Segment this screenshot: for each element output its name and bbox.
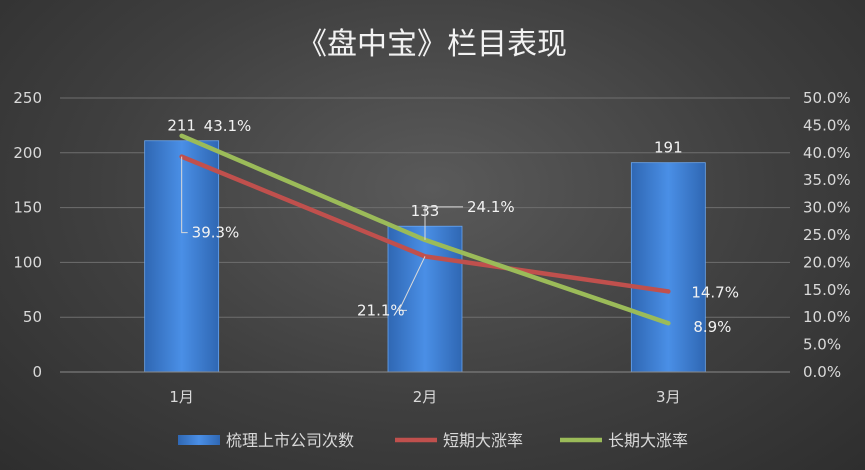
bar	[630, 162, 706, 373]
right-tick-label: 35.0%	[803, 171, 851, 189]
right-tick-label: 45.0%	[803, 116, 851, 134]
x-tick-label: 3月	[656, 388, 681, 406]
right-tick-label: 5.0%	[803, 336, 841, 354]
right-tick-label: 30.0%	[803, 199, 851, 217]
left-tick-label: 50	[23, 308, 42, 326]
right-y-axis: 0.0% 5.0% 10.0% 15.0% 20.0% 25.0% 30.0% 35.0% 40…	[803, 89, 851, 381]
line-data-label: 14.7%	[691, 283, 739, 301]
legend-label: 长期大涨率	[608, 431, 688, 450]
left-tick-label: 150	[13, 199, 42, 217]
legend-label: 短期大涨率	[443, 431, 523, 450]
right-tick-label: 25.0%	[803, 226, 851, 244]
left-tick-label: 250	[13, 89, 42, 107]
chart-title: 《盘中宝》栏目表现	[297, 27, 567, 62]
line-data-label: 21.1%	[357, 301, 405, 319]
line-data-label: 39.3%	[192, 224, 240, 242]
right-tick-label: 20.0%	[803, 253, 851, 271]
legend-label: 梳理上市公司次数	[226, 431, 354, 450]
right-tick-label: 40.0%	[803, 144, 851, 162]
bar-data-label: 191	[654, 139, 683, 157]
leader-line	[398, 256, 426, 311]
x-tick-label: 2月	[413, 388, 438, 406]
right-tick-label: 50.0%	[803, 89, 851, 107]
right-tick-label: 15.0%	[803, 281, 851, 299]
legend-swatch	[178, 435, 220, 445]
line-data-label: 24.1%	[467, 198, 515, 216]
line-data-label: 8.9%	[693, 318, 731, 336]
leader-line	[181, 156, 188, 234]
legend: 梳理上市公司次数 短期大涨率 长期大涨率	[178, 431, 688, 450]
left-tick-label: 0	[32, 363, 42, 381]
x-tick-label: 1月	[169, 388, 194, 406]
x-axis: 1月 2月 3月	[60, 371, 790, 406]
left-tick-label: 200	[13, 144, 42, 162]
line-data-label: 43.1%	[204, 117, 252, 135]
right-tick-label: 10.0%	[803, 308, 851, 326]
right-tick-label: 0.0%	[803, 363, 841, 381]
leader-line	[424, 206, 463, 240]
bar-data-label: 211	[167, 117, 196, 135]
left-y-axis: 0 50 100 150 200 250	[13, 89, 42, 381]
left-tick-label: 100	[13, 253, 42, 271]
